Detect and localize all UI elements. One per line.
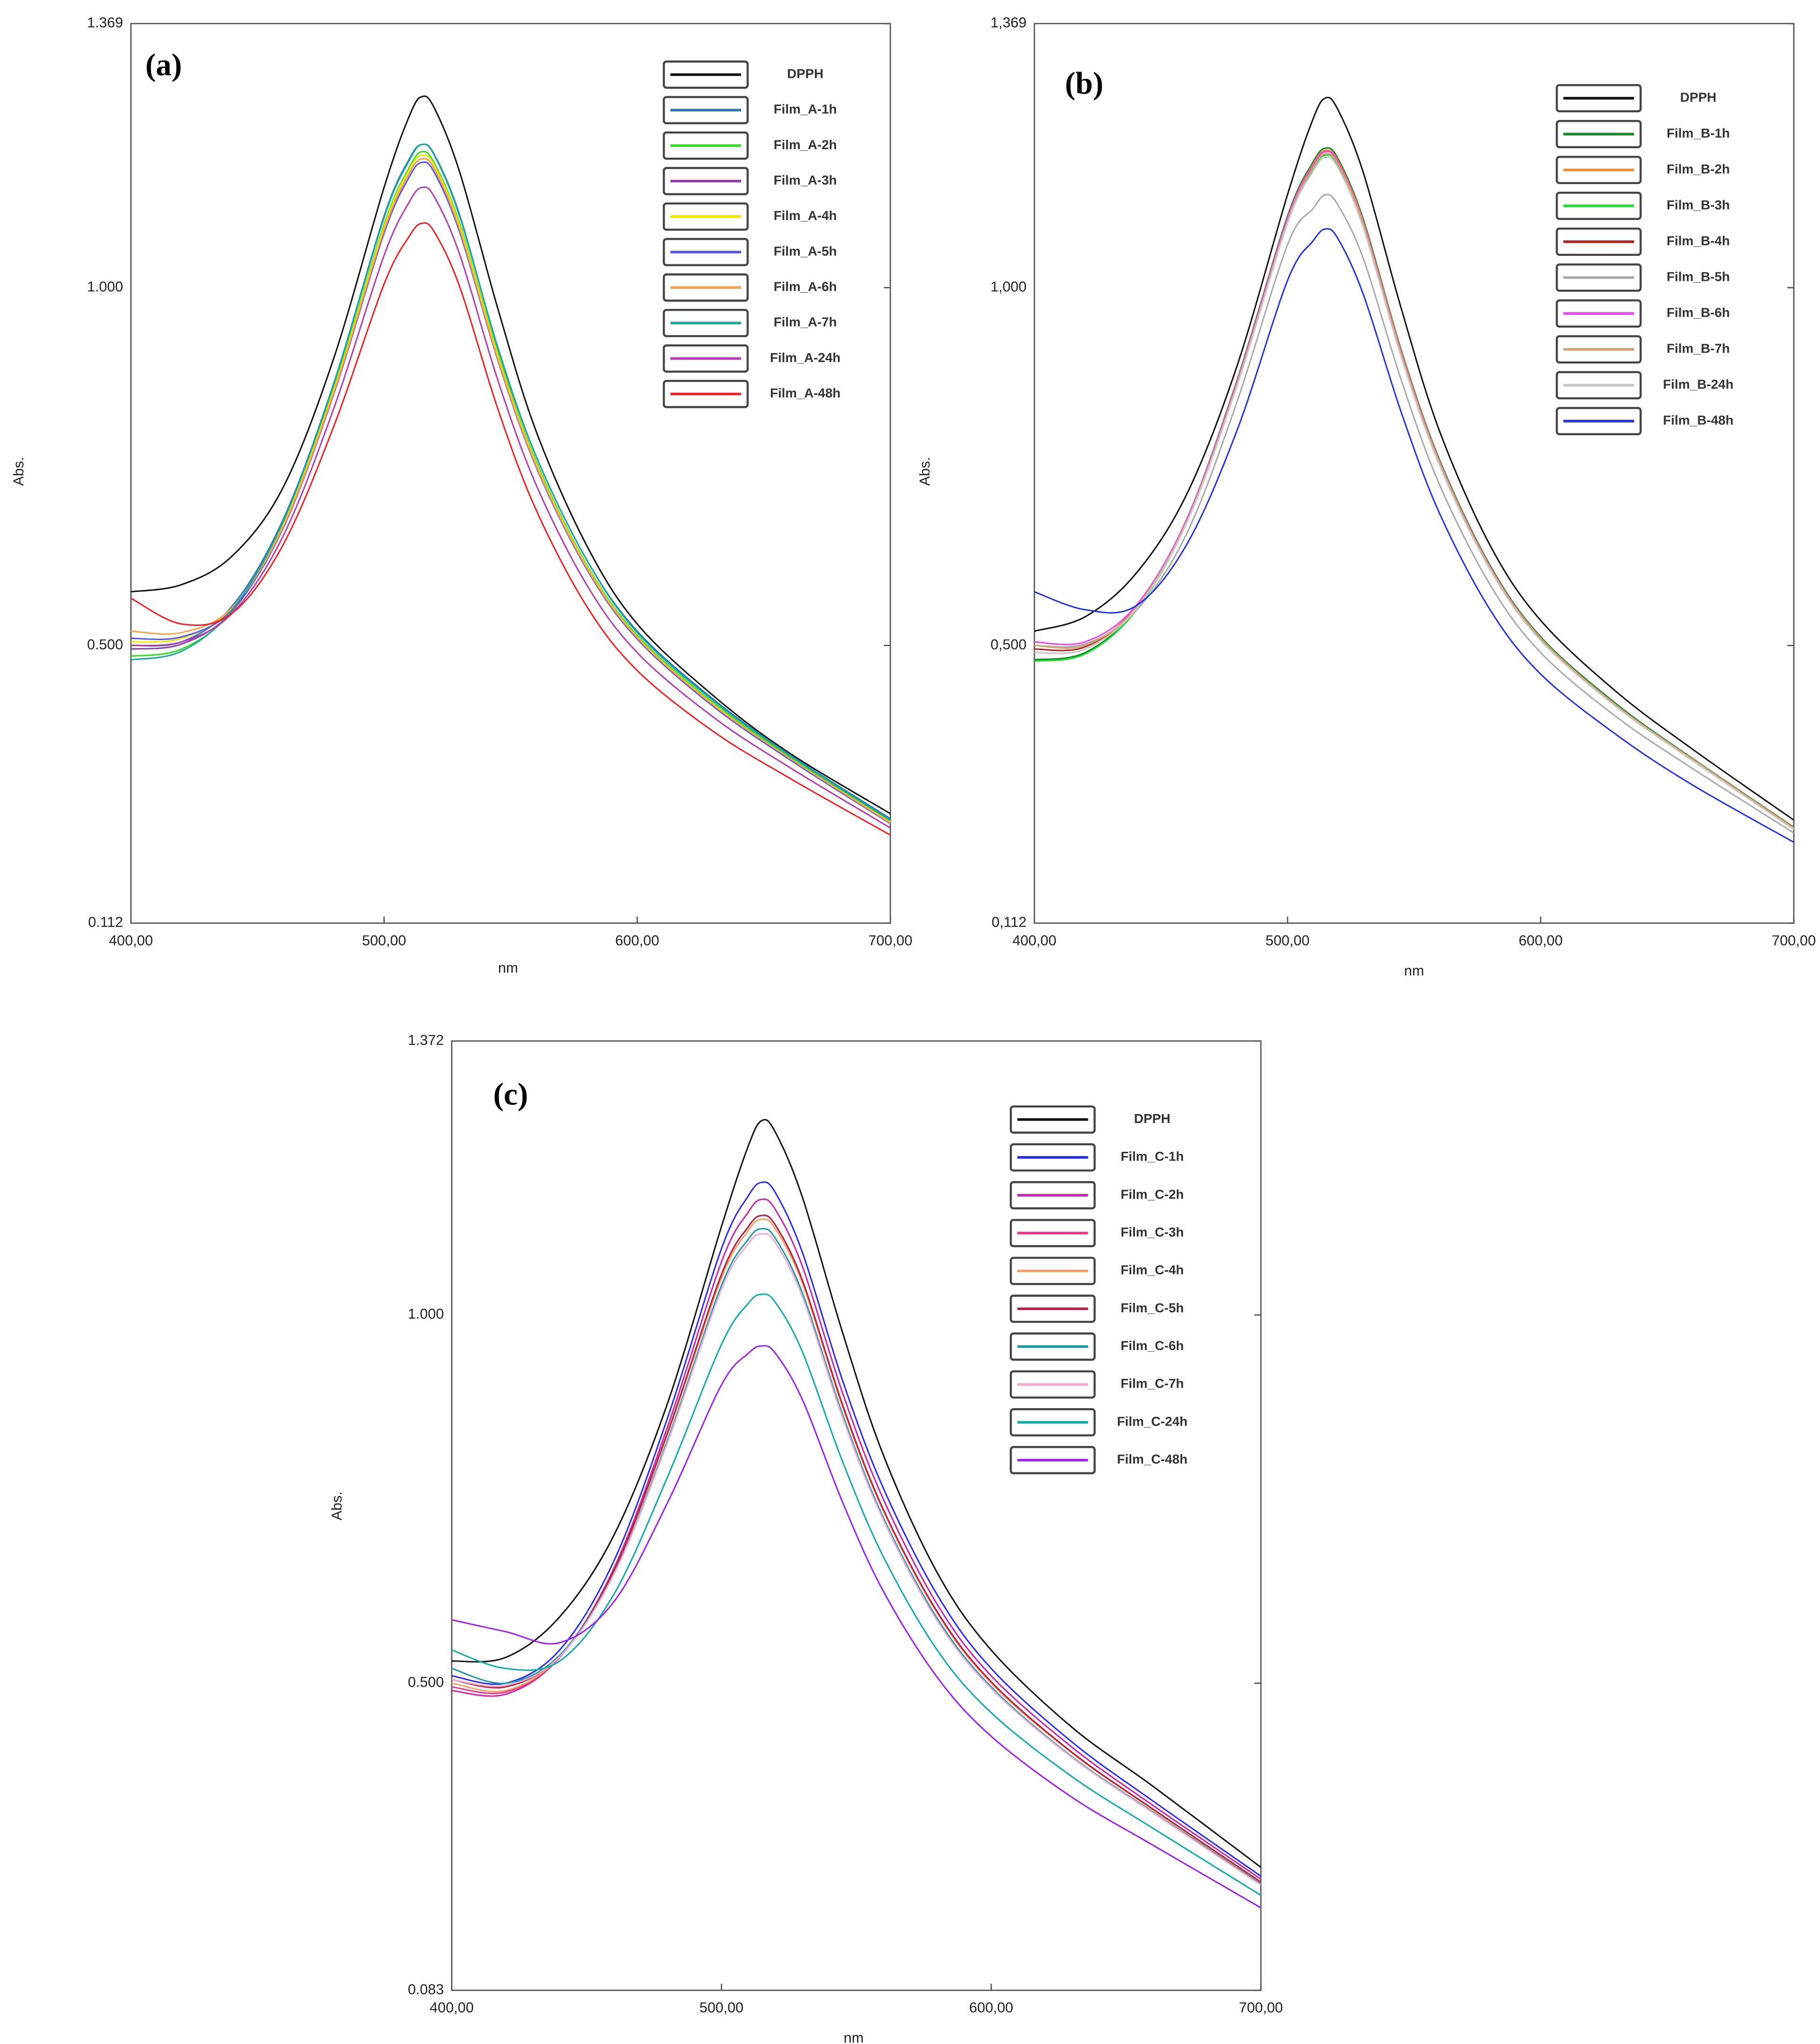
legend-label: Film_C-5h bbox=[1121, 1301, 1184, 1315]
legend-label: Film_C-7h bbox=[1121, 1376, 1184, 1391]
series-line bbox=[451, 1215, 1261, 1883]
y-tick-label: 0.112 bbox=[88, 914, 123, 930]
legend-label: DPPH bbox=[1134, 1111, 1170, 1126]
legend-label: Film_B-7h bbox=[1667, 341, 1730, 355]
legend-label: Film_A-3h bbox=[774, 173, 837, 187]
series-line bbox=[1034, 156, 1795, 830]
x-tick-label: 600,00 bbox=[615, 932, 659, 948]
legend-label: DPPH bbox=[1680, 90, 1717, 104]
x-axis-label: nm bbox=[1404, 963, 1424, 979]
panel-label: (a) bbox=[145, 48, 182, 83]
legend-label: Film_A-6h bbox=[774, 279, 837, 294]
series-line bbox=[1034, 194, 1795, 834]
y-tick-label: 0.083 bbox=[408, 1981, 444, 1997]
series-line bbox=[1034, 228, 1795, 843]
series-line bbox=[1034, 149, 1795, 829]
series-line bbox=[1034, 151, 1795, 829]
legend-label: Film_A-24h bbox=[770, 350, 840, 365]
legend-label: Film_C-4h bbox=[1121, 1263, 1184, 1277]
y-tick-label: 0,500 bbox=[990, 636, 1026, 652]
y-tick-label: 0.500 bbox=[408, 1674, 444, 1690]
legend-label: Film_C-3h bbox=[1121, 1225, 1184, 1239]
x-tick-label: 600,00 bbox=[969, 2000, 1013, 2016]
series-line bbox=[451, 1228, 1261, 1885]
legend-label: Film_C-2h bbox=[1121, 1187, 1184, 1201]
series-line bbox=[1034, 147, 1795, 828]
x-tick-label: 600,00 bbox=[1519, 932, 1563, 948]
series-line bbox=[131, 186, 891, 829]
plot-frame bbox=[130, 23, 891, 924]
panel-label: (b) bbox=[1065, 66, 1103, 101]
y-tick-label: 0,112 bbox=[991, 914, 1026, 930]
legend-label: Film_A-5h bbox=[774, 244, 837, 258]
x-tick-label: 700,00 bbox=[1239, 2000, 1283, 2016]
legend-label: Film_B-6h bbox=[1667, 305, 1730, 320]
plot-frame bbox=[451, 1040, 1262, 1991]
x-tick-label: 400,00 bbox=[1012, 932, 1056, 948]
series-line bbox=[131, 95, 891, 814]
series-line bbox=[451, 1119, 1261, 1868]
y-tick-label: 1,000 bbox=[990, 279, 1026, 295]
y-tick-label: 1.372 bbox=[408, 1032, 444, 1048]
legend-label: Film_B-48h bbox=[1663, 413, 1733, 427]
x-tick-label: 700,00 bbox=[1772, 932, 1816, 948]
legend-label: Film_A-1h bbox=[774, 102, 837, 117]
y-tick-label: 1.000 bbox=[87, 279, 123, 295]
legend-label: Film_A-2h bbox=[774, 137, 837, 152]
legend-label: Film_A-4h bbox=[774, 208, 837, 223]
series-line bbox=[131, 161, 891, 825]
x-axis-label: nm bbox=[844, 2030, 863, 2044]
y-axis-label: Abs. bbox=[917, 457, 933, 486]
legend-label: Film_A-7h bbox=[774, 315, 837, 329]
y-tick-label: 0.500 bbox=[87, 636, 123, 652]
legend-label: Film_A-48h bbox=[770, 386, 840, 400]
series-line bbox=[1034, 96, 1795, 821]
x-axis-label: nm bbox=[498, 960, 518, 976]
series-line bbox=[131, 158, 891, 824]
x-tick-label: 700,00 bbox=[868, 932, 912, 948]
series-line bbox=[131, 144, 891, 821]
y-tick-label: 1.000 bbox=[408, 1306, 444, 1322]
legend-label: Film_B-2h bbox=[1667, 161, 1730, 176]
x-tick-label: 400,00 bbox=[109, 932, 153, 948]
plot-frame bbox=[1033, 23, 1795, 924]
series-line bbox=[1034, 152, 1795, 829]
series-line bbox=[451, 1233, 1261, 1886]
series-line bbox=[130, 222, 891, 836]
legend-label: Film_C-48h bbox=[1117, 1452, 1187, 1466]
x-tick-label: 500,00 bbox=[362, 932, 406, 948]
legend-label: DPPH bbox=[787, 66, 823, 81]
legend-label: Film_B-5h bbox=[1667, 269, 1730, 284]
y-tick-label: 1,369 bbox=[990, 15, 1026, 31]
series-line bbox=[451, 1181, 1261, 1877]
series-line bbox=[451, 1293, 1261, 1896]
legend-label: Film_C-6h bbox=[1121, 1338, 1184, 1353]
legend-label: Film_C-1h bbox=[1121, 1149, 1184, 1164]
legend-label: Film_B-24h bbox=[1663, 377, 1733, 391]
legend-label: Film_B-1h bbox=[1667, 126, 1730, 140]
x-tick-label: 400,00 bbox=[430, 2000, 474, 2016]
panel-label: (c) bbox=[493, 1077, 528, 1112]
legend-label: Film_B-4h bbox=[1667, 233, 1730, 248]
y-axis-label: Abs. bbox=[11, 457, 27, 486]
y-tick-label: 1.369 bbox=[87, 15, 123, 31]
series-line bbox=[1034, 151, 1795, 829]
legend-label: Film_B-3h bbox=[1667, 197, 1730, 212]
series-line bbox=[451, 1218, 1261, 1884]
series-line bbox=[1034, 154, 1795, 829]
x-tick-label: 500,00 bbox=[1266, 932, 1310, 948]
series-line bbox=[451, 1345, 1261, 1909]
legend-label: Film_C-24h bbox=[1117, 1414, 1187, 1428]
series-line bbox=[451, 1215, 1261, 1883]
series-line bbox=[451, 1198, 1261, 1880]
y-axis-label: Abs. bbox=[329, 1491, 345, 1520]
x-tick-label: 500,00 bbox=[699, 2000, 743, 2016]
